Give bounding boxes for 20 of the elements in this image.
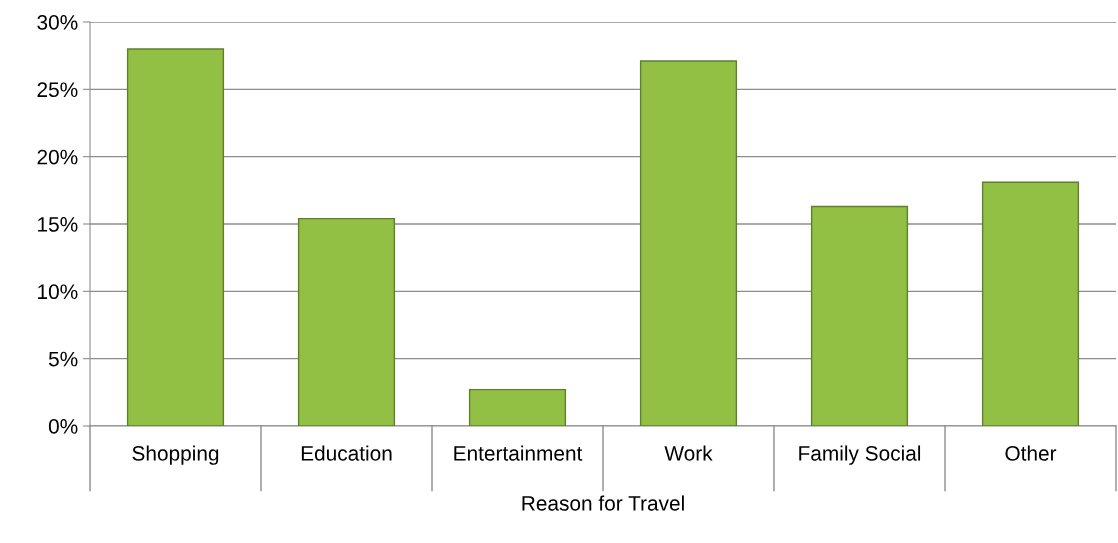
bar — [468, 388, 567, 426]
bar — [639, 60, 738, 426]
bar — [297, 217, 396, 426]
y-tick-label: 30% — [37, 15, 78, 30]
x-tick-label: Other — [1005, 445, 1057, 461]
bar — [810, 205, 909, 426]
x-tick-label: Entertainment — [454, 445, 583, 461]
x-tick-label: Shopping — [132, 445, 219, 465]
x-tick-label: Family Social — [799, 445, 921, 465]
y-tick-label: 5% — [48, 351, 78, 367]
y-tick-label: 0% — [48, 419, 78, 434]
x-tick-label: Work — [664, 445, 713, 461]
y-tick-label: 15% — [38, 217, 78, 232]
y-tick-label: 20% — [37, 149, 78, 165]
x-axis-title: Reason for Travel — [522, 495, 684, 511]
bar — [981, 181, 1080, 426]
y-tick-label: 25% — [37, 82, 78, 98]
bar — [126, 48, 225, 426]
x-tick-label: Education — [301, 445, 392, 461]
y-tick-label: 10% — [38, 284, 78, 300]
